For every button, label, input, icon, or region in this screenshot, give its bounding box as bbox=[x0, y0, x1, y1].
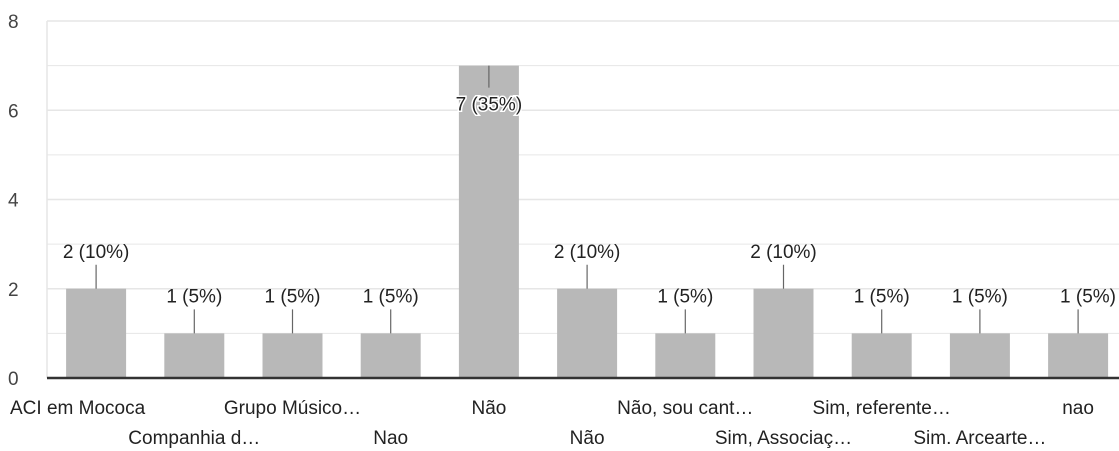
x-category-label: Sim, Associaç… bbox=[715, 428, 852, 449]
x-category-label: Companhia d… bbox=[128, 428, 260, 449]
x-category-label: Grupo Músico… bbox=[224, 398, 361, 419]
x-category-label: Não bbox=[471, 398, 506, 419]
y-tick-label: 8 bbox=[8, 12, 19, 33]
y-tick-label: 6 bbox=[8, 101, 19, 122]
data-label: 2 (10%) bbox=[750, 242, 817, 263]
bar bbox=[262, 333, 323, 378]
y-tick-label: 4 bbox=[8, 191, 19, 212]
bar bbox=[1048, 333, 1109, 378]
data-label: 1 (5%) bbox=[657, 286, 713, 307]
data-label: 1 (5%) bbox=[854, 286, 910, 307]
data-label: 2 (10%) bbox=[63, 242, 130, 263]
bar bbox=[360, 333, 421, 378]
x-category-label: Sim. Arcearte… bbox=[913, 428, 1046, 449]
y-tick-label: 0 bbox=[8, 369, 19, 390]
x-axis-category-labels: ACI em Mococa Companhia d… Grupo Músico… Na… bbox=[10, 398, 1094, 449]
data-label: 2 (10%) bbox=[554, 242, 621, 263]
bar bbox=[949, 333, 1010, 378]
data-label: 1 (5%) bbox=[363, 286, 419, 307]
x-category-label: Não, sou cant… bbox=[617, 398, 753, 419]
data-label: 1 (5%) bbox=[265, 286, 321, 307]
x-category-label: nao bbox=[1062, 398, 1094, 419]
y-tick-label: 2 bbox=[8, 280, 19, 301]
bar bbox=[557, 288, 618, 378]
data-label: 1 (5%) bbox=[166, 286, 222, 307]
data-label: 1 (5%) bbox=[952, 286, 1008, 307]
gridlines bbox=[46, 20, 1119, 378]
bar bbox=[66, 288, 127, 378]
x-category-label: Nao bbox=[373, 428, 408, 449]
bars bbox=[66, 65, 1109, 378]
bar bbox=[753, 288, 814, 378]
bar bbox=[458, 65, 519, 378]
data-labels: 2 (10%) 1 (5%) 1 (5%) 1 (5%) 7 (35%) 2 (10%) 1… bbox=[63, 65, 1116, 334]
x-category-label: Não bbox=[570, 428, 605, 449]
bar bbox=[164, 333, 225, 378]
bar bbox=[655, 333, 716, 378]
data-label: 1 (5%) bbox=[1060, 286, 1116, 307]
data-label: 7 (35%) bbox=[456, 95, 523, 116]
bar bbox=[851, 333, 912, 378]
x-category-label: ACI em Mococa bbox=[10, 398, 146, 419]
x-category-label: Sim, referente… bbox=[813, 398, 951, 419]
y-axis-ticks: 0 2 4 6 8 bbox=[8, 12, 19, 390]
